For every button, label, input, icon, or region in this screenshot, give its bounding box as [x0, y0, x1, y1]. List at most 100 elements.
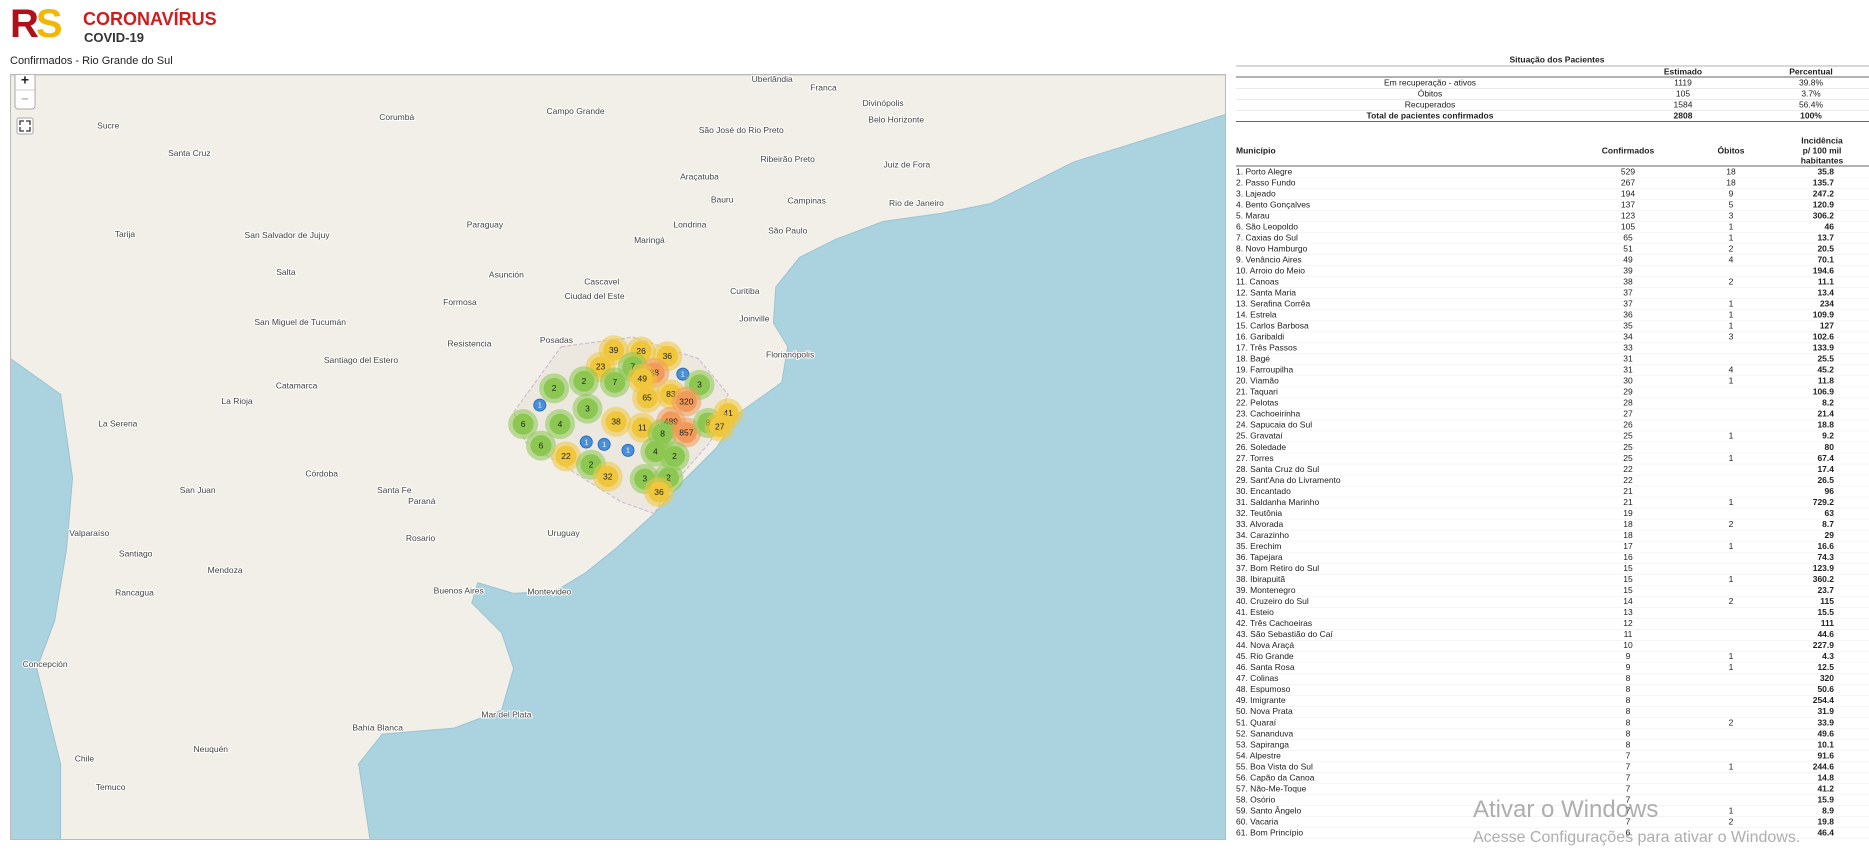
summary-percent: 100%: [1800, 110, 1822, 120]
cluster-marker[interactable]: 7: [599, 367, 630, 398]
cluster-marker[interactable]: 4: [545, 409, 576, 440]
place-label: Santa Cruz: [168, 148, 211, 158]
incidence: 20.5: [1817, 243, 1834, 253]
cluster-marker[interactable]: 2: [539, 373, 570, 404]
summary-column: Estimado: [1664, 66, 1702, 76]
deaths: 2: [1729, 243, 1734, 253]
confirmed: 8: [1626, 684, 1631, 694]
confirmed: 33: [1623, 343, 1633, 353]
confirmed: 19: [1623, 508, 1633, 518]
cluster-marker[interactable]: 1: [597, 437, 611, 451]
deaths: 1: [1729, 541, 1734, 551]
confirmed: 51: [1623, 243, 1633, 253]
cluster-marker[interactable]: 1: [579, 435, 593, 449]
municipality: 31. Saldanha Marinho: [1236, 497, 1319, 507]
incidence: 227.9: [1813, 640, 1835, 650]
cluster-core: [675, 422, 697, 444]
incidence: 45.2: [1817, 365, 1834, 375]
fullscreen-control[interactable]: [16, 117, 34, 135]
deaths: 1: [1729, 453, 1734, 463]
cluster-count: 1: [602, 442, 606, 449]
confirmed: 21: [1623, 486, 1633, 496]
cluster-marker[interactable]: 3: [572, 393, 603, 424]
incidence: 70.1: [1817, 254, 1834, 264]
municipality: 17. Três Passos: [1236, 343, 1297, 353]
incidence: 31.9: [1817, 706, 1834, 716]
cluster-marker[interactable]: 32: [592, 461, 623, 492]
incidence: 133.9: [1813, 343, 1835, 353]
place-label: Curitiba: [730, 286, 760, 296]
incidence: 15.5: [1817, 607, 1834, 617]
cluster-count: 6: [539, 440, 544, 450]
deaths: 1: [1729, 310, 1734, 320]
marker-pin: [621, 443, 635, 457]
place-label: São Paulo: [768, 225, 807, 235]
cluster-count: 3: [697, 380, 702, 390]
municipality: 61. Bom Princípio: [1236, 827, 1303, 837]
incidence: 254.4: [1813, 695, 1835, 705]
cluster-count: 38: [611, 417, 621, 427]
deaths: 4: [1729, 254, 1734, 264]
municipality: 39. Montenegro: [1236, 585, 1296, 595]
confirmed: 27: [1623, 409, 1633, 419]
confirmed: 18: [1623, 530, 1633, 540]
table-column: Confirmados: [1602, 145, 1655, 155]
logo-r: R: [10, 2, 39, 46]
incidence: 13.7: [1817, 232, 1834, 242]
cluster-count: 1: [681, 371, 685, 378]
cluster-marker[interactable]: 320: [671, 386, 702, 417]
incidence: 8.7: [1822, 519, 1834, 529]
place-label: Sucre: [97, 120, 119, 130]
municipality: 22. Pelotas: [1236, 398, 1279, 408]
cluster-count: 41: [723, 408, 733, 418]
cluster-marker[interactable]: 1: [621, 443, 635, 457]
place-label: Bahía Blanca: [352, 722, 403, 732]
incidence: 127: [1820, 321, 1834, 331]
cluster-marker[interactable]: 36: [643, 477, 674, 508]
municipality: 15. Carlos Barbosa: [1236, 321, 1309, 331]
deaths: 1: [1729, 298, 1734, 308]
confirmed: 7: [1626, 761, 1631, 771]
deaths: 9: [1729, 188, 1734, 198]
place-label: Bauru: [711, 194, 734, 204]
incidence: 360.2: [1813, 574, 1835, 584]
municipality: 46. Santa Rosa: [1236, 662, 1295, 672]
place-label: Santa Fe: [377, 485, 412, 495]
zoom-in[interactable]: +: [21, 74, 29, 88]
incidence: 320: [1820, 673, 1834, 683]
cluster-marker[interactable]: 6: [508, 409, 539, 440]
municipality: 32. Teutônia: [1236, 508, 1282, 518]
cluster-marker[interactable]: 38: [601, 406, 632, 437]
municipality: 24. Sapucaia do Sul: [1236, 420, 1312, 430]
deaths: 1: [1729, 376, 1734, 386]
municipality: 49. Imigrante: [1236, 695, 1286, 705]
zoom-control[interactable]: +−: [14, 74, 36, 110]
zoom-out[interactable]: −: [21, 91, 29, 107]
cluster-count: 2: [666, 473, 671, 483]
confirmed: 267: [1621, 177, 1635, 187]
confirmed: 105: [1621, 221, 1635, 231]
cluster-core: [648, 481, 670, 503]
cluster-marker[interactable]: 22: [551, 441, 582, 472]
map[interactable]: Uberlândia Franca Divinópolis Belo Horizont…: [10, 74, 1226, 840]
confirmed: 15: [1623, 563, 1633, 573]
municipality: 60. Vacaria: [1236, 816, 1279, 826]
confirmed: 8: [1626, 673, 1631, 683]
deaths: 1: [1729, 232, 1734, 242]
incidence: 13.4: [1817, 287, 1834, 297]
incidence: 35.8: [1817, 166, 1834, 176]
cluster-marker[interactable]: 6: [525, 430, 556, 461]
cluster-marker[interactable]: 1: [676, 367, 690, 381]
cluster-marker[interactable]: 65: [632, 382, 663, 413]
place-label: Tarija: [115, 229, 136, 239]
fullscreen-box: [16, 117, 34, 135]
municipality: 7. Caxias do Sul: [1236, 232, 1298, 242]
incidence: 91.6: [1817, 750, 1834, 760]
cluster-marker[interactable]: 27: [704, 411, 735, 442]
summary-estimated: 1119: [1674, 77, 1692, 87]
municipality: 28. Santa Cruz do Sul: [1236, 464, 1319, 474]
page-subtitle: COVID-19: [84, 30, 144, 45]
cluster-marker[interactable]: 2: [568, 366, 599, 397]
cluster-marker[interactable]: 1: [533, 398, 547, 412]
table-column: Município: [1236, 145, 1276, 155]
